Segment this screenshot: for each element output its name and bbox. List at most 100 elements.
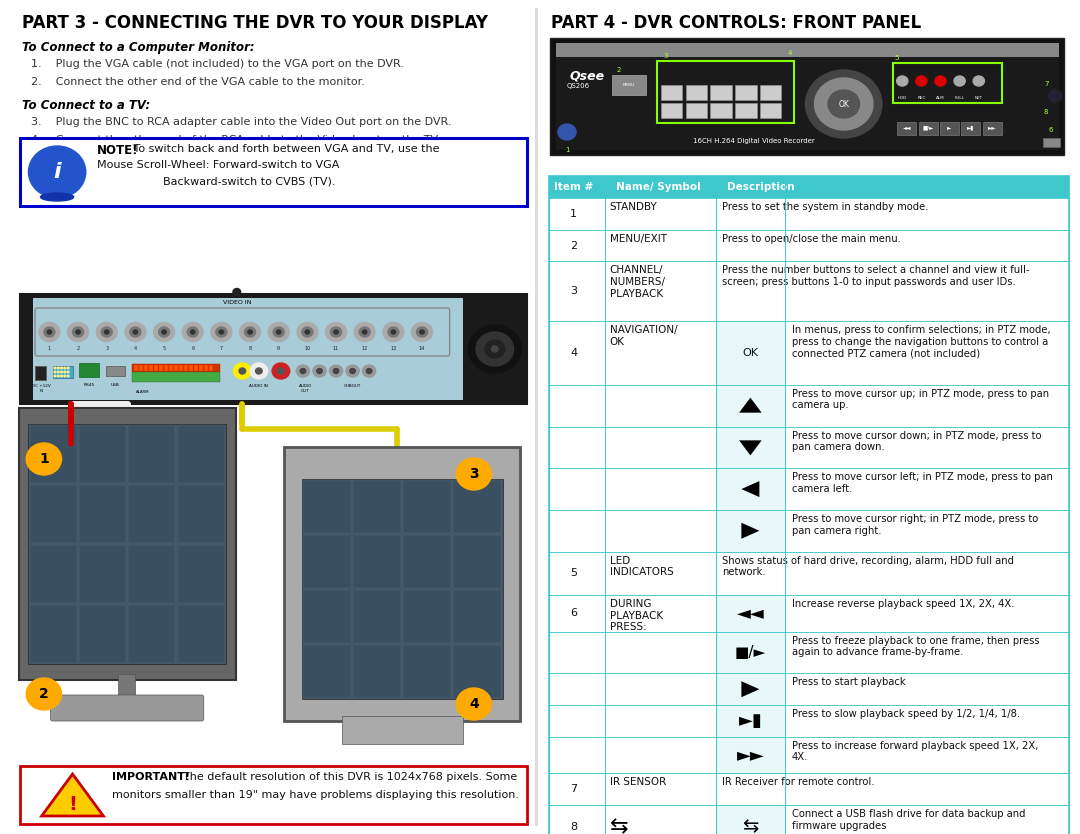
FancyBboxPatch shape	[549, 198, 1069, 229]
Text: Press to freeze playback to one frame, then press
again to advance frame-by-fram: Press to freeze playback to one frame, t…	[792, 636, 1040, 657]
Text: Shows status of hard drive, recording, alarm, HDD full and
network.: Shows status of hard drive, recording, a…	[723, 555, 1014, 577]
Circle shape	[313, 365, 326, 377]
Polygon shape	[741, 523, 759, 539]
Text: 2: 2	[570, 240, 578, 250]
Text: AUDIO IN: AUDIO IN	[249, 384, 268, 388]
FancyBboxPatch shape	[711, 84, 732, 99]
Text: ALM: ALM	[936, 96, 945, 100]
Circle shape	[828, 90, 860, 118]
Circle shape	[64, 371, 66, 373]
FancyBboxPatch shape	[29, 485, 77, 543]
FancyBboxPatch shape	[129, 545, 175, 603]
FancyBboxPatch shape	[961, 122, 981, 134]
Text: Press to move cursor up; in PTZ mode, press to pan
camera up.: Press to move cursor up; in PTZ mode, pr…	[792, 389, 1049, 410]
FancyBboxPatch shape	[177, 425, 225, 483]
FancyBboxPatch shape	[686, 84, 707, 99]
FancyBboxPatch shape	[139, 365, 144, 371]
Text: ►: ►	[947, 125, 951, 130]
Text: IR Receiver for remote control.: IR Receiver for remote control.	[723, 777, 875, 787]
Text: 5: 5	[162, 346, 165, 351]
Text: 8: 8	[248, 346, 252, 351]
Text: DURING
PLAYBACK
PRESS:: DURING PLAYBACK PRESS:	[610, 599, 663, 632]
FancyBboxPatch shape	[686, 103, 707, 118]
Text: 4: 4	[134, 346, 137, 351]
Circle shape	[558, 124, 576, 140]
Circle shape	[105, 330, 109, 334]
Circle shape	[485, 340, 504, 358]
Text: MENU/EXIT: MENU/EXIT	[610, 234, 666, 244]
FancyBboxPatch shape	[760, 103, 781, 118]
Circle shape	[814, 78, 873, 130]
FancyBboxPatch shape	[353, 590, 401, 643]
Text: PART 4 - DVR CONTROLS: FRONT PANEL: PART 4 - DVR CONTROLS: FRONT PANEL	[551, 14, 921, 32]
FancyBboxPatch shape	[549, 176, 1069, 198]
Circle shape	[456, 458, 491, 490]
Circle shape	[130, 327, 140, 337]
Text: 9: 9	[278, 346, 280, 351]
FancyBboxPatch shape	[549, 510, 1069, 551]
Text: Description: Description	[727, 182, 795, 192]
Circle shape	[60, 367, 63, 369]
Polygon shape	[741, 681, 759, 697]
FancyBboxPatch shape	[454, 645, 501, 698]
Text: 6: 6	[1049, 127, 1053, 133]
Text: NAVIGATION/
OK: NAVIGATION/ OK	[610, 325, 677, 347]
FancyBboxPatch shape	[189, 365, 192, 371]
Circle shape	[96, 323, 118, 341]
FancyBboxPatch shape	[303, 590, 351, 643]
Polygon shape	[739, 398, 761, 413]
FancyBboxPatch shape	[199, 365, 203, 371]
Circle shape	[302, 327, 313, 337]
Text: 4: 4	[570, 348, 578, 358]
Circle shape	[354, 323, 375, 341]
Circle shape	[276, 330, 281, 334]
FancyBboxPatch shape	[164, 365, 167, 371]
Text: HDD: HDD	[897, 96, 907, 100]
Text: ⇆: ⇆	[742, 817, 758, 834]
Circle shape	[60, 371, 63, 373]
Text: Name/ Symbol: Name/ Symbol	[617, 182, 701, 192]
FancyBboxPatch shape	[715, 631, 785, 673]
Text: Press to start playback: Press to start playback	[792, 677, 906, 687]
FancyBboxPatch shape	[19, 766, 527, 824]
Text: ◄◄: ◄◄	[903, 125, 912, 130]
Text: 3: 3	[570, 286, 577, 296]
Text: Press to move cursor down; in PTZ mode, press to
pan camera down.: Press to move cursor down; in PTZ mode, …	[792, 430, 1041, 452]
Text: Press to move cursor left; in PTZ mode, press to pan
camera left.: Press to move cursor left; in PTZ mode, …	[792, 472, 1053, 494]
Text: 2.    Connect the other end of the VGA cable to the monitor.: 2. Connect the other end of the VGA cabl…	[30, 77, 365, 87]
FancyBboxPatch shape	[79, 605, 126, 663]
Text: Press to slow playback speed by 1/2, 1/4, 1/8.: Press to slow playback speed by 1/2, 1/4…	[792, 709, 1021, 719]
FancyBboxPatch shape	[715, 468, 785, 510]
Circle shape	[162, 330, 166, 334]
Text: ►▮: ►▮	[739, 712, 762, 730]
FancyBboxPatch shape	[549, 321, 1069, 384]
FancyBboxPatch shape	[940, 122, 959, 134]
Circle shape	[76, 330, 80, 334]
FancyBboxPatch shape	[612, 75, 646, 95]
Text: !: !	[68, 795, 77, 813]
FancyBboxPatch shape	[179, 365, 183, 371]
FancyBboxPatch shape	[79, 425, 126, 483]
Text: LED
INDICATORS: LED INDICATORS	[610, 555, 674, 577]
FancyBboxPatch shape	[177, 545, 225, 603]
Circle shape	[346, 365, 360, 377]
FancyBboxPatch shape	[715, 705, 785, 736]
Text: CHANNEL/
NUMBERS/
PLAYBACK: CHANNEL/ NUMBERS/ PLAYBACK	[610, 265, 665, 299]
Text: NOTE!: NOTE!	[97, 144, 138, 157]
FancyBboxPatch shape	[51, 695, 204, 721]
FancyBboxPatch shape	[29, 605, 77, 663]
FancyBboxPatch shape	[177, 605, 225, 663]
Text: Increase reverse playback speed 1X, 2X, 4X.: Increase reverse playback speed 1X, 2X, …	[792, 599, 1014, 609]
Circle shape	[272, 363, 289, 379]
Text: PART 3 - CONNECTING THE DVR TO YOUR DISPLAY: PART 3 - CONNECTING THE DVR TO YOUR DISP…	[22, 14, 488, 32]
Circle shape	[954, 76, 966, 86]
Circle shape	[159, 327, 170, 337]
Text: 5: 5	[570, 568, 577, 578]
FancyBboxPatch shape	[715, 426, 785, 468]
FancyBboxPatch shape	[132, 364, 220, 372]
Text: 1: 1	[565, 147, 569, 153]
FancyBboxPatch shape	[549, 736, 1069, 773]
FancyBboxPatch shape	[177, 485, 225, 543]
Circle shape	[67, 371, 69, 373]
Circle shape	[316, 369, 322, 374]
